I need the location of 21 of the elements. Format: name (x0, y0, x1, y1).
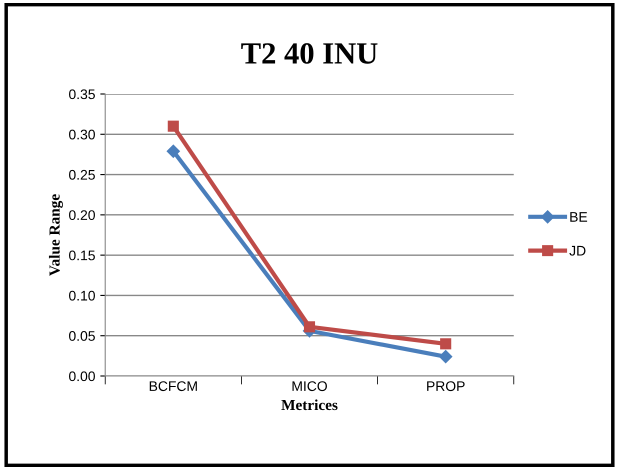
x-axis-title: Metrices (281, 399, 338, 410)
y-tick-label: 0.00 (69, 371, 95, 382)
legend-label: JD (569, 246, 586, 256)
point (166, 144, 180, 158)
point (304, 321, 316, 332)
point (439, 350, 452, 364)
y-tick-label: 0.35 (69, 89, 95, 100)
y-tick-label: 0.15 (69, 250, 95, 260)
y-axis-title: Value Range (48, 194, 63, 276)
x-tick-label: BCFCM (150, 381, 197, 392)
legend-label: BE (570, 212, 588, 222)
y-tick-label: 0.30 (69, 130, 95, 140)
point (168, 120, 179, 132)
x-tick-label: MICO (292, 381, 327, 392)
y-tick-label: 0.05 (69, 331, 95, 341)
x-tick-label: PROP (427, 381, 465, 392)
y-tick-label: 0.20 (69, 210, 95, 220)
y-tick-label: 0.10 (69, 290, 95, 301)
y-tick-label: 0.25 (69, 170, 95, 180)
chart-title: T2 40 INU (241, 43, 378, 64)
point (440, 338, 452, 350)
